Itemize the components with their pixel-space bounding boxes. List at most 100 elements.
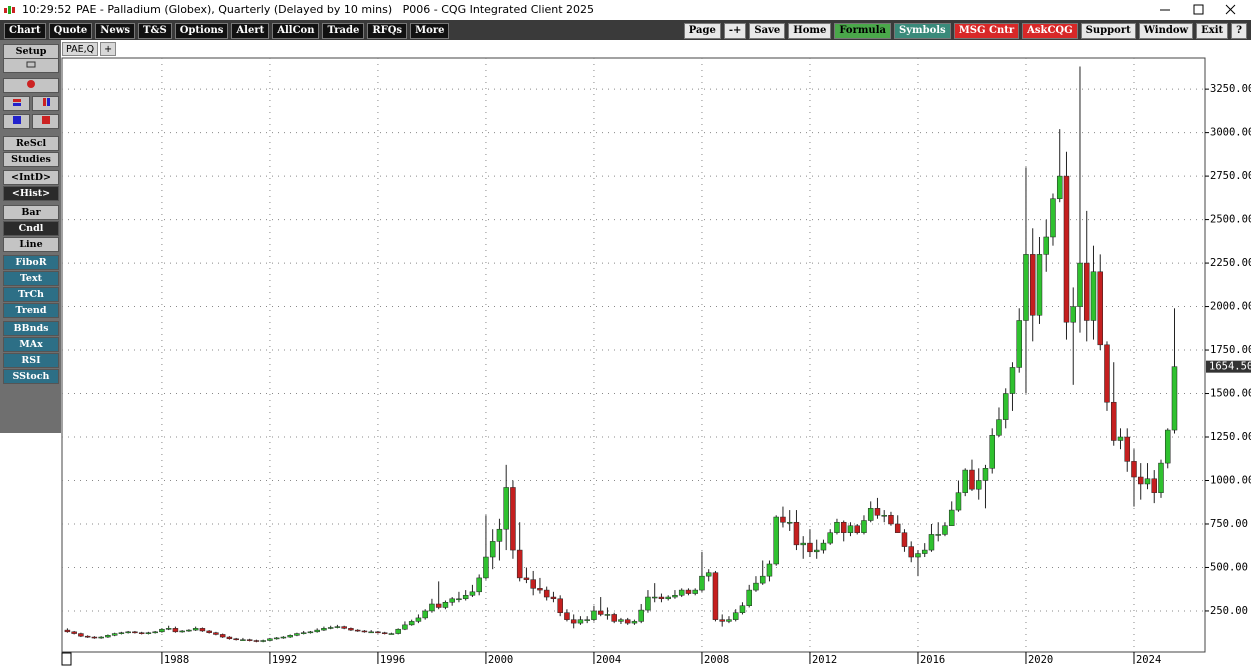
candle-body: [442, 602, 449, 608]
candle-body: [1131, 461, 1137, 478]
x-tick-label: 2012: [812, 654, 837, 666]
candle-body: [273, 637, 280, 640]
candle-body: [462, 595, 469, 600]
candle-body: [240, 639, 246, 641]
window-controls[interactable]: [1150, 0, 1240, 20]
candle-body: [1016, 320, 1022, 368]
toolbar-button[interactable]: Alert: [231, 23, 270, 39]
sidebar-button[interactable]: BBnds: [3, 321, 59, 336]
candle-body: [638, 609, 644, 622]
toolbar-button[interactable]: T&S: [138, 23, 172, 39]
candle-body: [1144, 478, 1151, 485]
candle-body: [861, 520, 867, 533]
toolbar-button[interactable]: Trade: [322, 23, 365, 39]
candle-body: [267, 638, 273, 641]
candle-body: [726, 619, 732, 622]
candle-body: [341, 626, 347, 629]
icon: [42, 98, 50, 106]
sidebar-button[interactable]: <Hist>: [3, 186, 59, 201]
candle-body: [1083, 262, 1090, 321]
toolbar-button[interactable]: Support: [1080, 23, 1136, 39]
toolbar-button[interactable]: RFQs: [367, 23, 408, 39]
candle-body: [1104, 344, 1110, 403]
candle-body: [449, 598, 455, 603]
candle-body: [408, 621, 415, 626]
candle-body: [989, 435, 995, 469]
candle-body: [1043, 236, 1049, 255]
toolbar-button[interactable]: Quote: [48, 23, 93, 39]
toolbar-button[interactable]: -+: [723, 23, 747, 39]
toolbar-button[interactable]: Window: [1138, 23, 1194, 39]
sidebar-button[interactable]: SStoch: [3, 369, 59, 384]
clock: 10:29:52: [22, 3, 72, 16]
candle-body: [705, 572, 712, 577]
toolbar-button[interactable]: Symbols: [893, 23, 951, 39]
candle-body: [381, 632, 388, 634]
candle-body: [98, 636, 104, 639]
toolbar-button[interactable]: AllCon: [272, 23, 320, 39]
candle-body: [692, 589, 698, 594]
toolbar-button[interactable]: Exit: [1196, 23, 1229, 39]
icon-button[interactable]: [3, 114, 30, 129]
icon-button[interactable]: [32, 114, 59, 129]
tab[interactable]: PAE,Q: [62, 42, 99, 56]
candle-body: [577, 619, 584, 624]
candle-body: [179, 630, 185, 633]
candle-body: [172, 628, 179, 633]
candle-body: [105, 635, 111, 638]
candle-body: [422, 610, 428, 619]
candle-body: [611, 614, 617, 622]
sidebar-button[interactable]: Trend: [3, 303, 59, 318]
candle-body: [969, 469, 975, 490]
tab[interactable]: +: [100, 42, 117, 56]
toolbar-button[interactable]: Chart: [4, 23, 46, 39]
candle-body: [800, 542, 806, 546]
sidebar-button[interactable]: MAx: [3, 337, 59, 352]
sidebar-button[interactable]: Bar: [3, 205, 59, 220]
candle-body: [901, 532, 908, 547]
sidebar-button[interactable]: RSI: [3, 353, 59, 368]
sidebar-button[interactable]: FiboR: [3, 255, 59, 270]
candle-body: [429, 603, 435, 612]
sidebar-button[interactable]: TrCh: [3, 287, 59, 302]
y-tick-label: 3000.00: [1210, 127, 1251, 139]
sidebar-button[interactable]: Studies: [3, 152, 59, 167]
icon-button[interactable]: [3, 96, 30, 111]
sidebar-button[interactable]: Cndl: [3, 221, 59, 236]
toolbar-button[interactable]: More: [410, 23, 450, 39]
icon-button[interactable]: [3, 78, 59, 93]
toolbar-button[interactable]: Options: [174, 23, 229, 39]
sidebar-button[interactable]: Text: [3, 271, 59, 286]
candle-body: [186, 629, 192, 632]
toolbar-button[interactable]: MSG Cntr: [953, 23, 1020, 39]
sidebar-button[interactable]: Line: [3, 237, 59, 252]
toolbar-button[interactable]: ?: [1231, 23, 1247, 39]
toolbar-right: Page -+ Save Home Formula Symbols MSG Cntr AskC…: [683, 23, 1247, 39]
candle-body: [1110, 401, 1117, 441]
icon-button[interactable]: [32, 96, 59, 111]
sidebar-button[interactable]: <IntD>: [3, 170, 59, 185]
toolbar-button[interactable]: AskCQG: [1022, 23, 1078, 39]
candle-body: [1002, 393, 1009, 420]
candle-body: [570, 619, 577, 624]
sidebar-button[interactable]: ReScl: [3, 136, 59, 151]
toolbar-button[interactable]: Home: [788, 23, 832, 39]
toolbar-button[interactable]: Page: [683, 23, 721, 39]
candle-body: [894, 523, 901, 533]
sidebar-button[interactable]: Setup: [3, 44, 59, 59]
candle-body: [314, 629, 320, 633]
candle-body: [786, 521, 793, 524]
scroll-box: [61, 652, 72, 666]
y-tick-label: 1750.00: [1210, 344, 1251, 356]
candle-body: [543, 589, 550, 598]
last-price-box: [1206, 360, 1251, 373]
print-button[interactable]: [3, 58, 59, 73]
candle-body: [516, 549, 523, 579]
toolbar-button[interactable]: Save: [749, 23, 786, 39]
candle-body: [159, 628, 165, 633]
toolbar-button[interactable]: News: [95, 23, 135, 39]
icon: [41, 116, 50, 124]
toolbar-button[interactable]: Formula: [834, 23, 891, 39]
